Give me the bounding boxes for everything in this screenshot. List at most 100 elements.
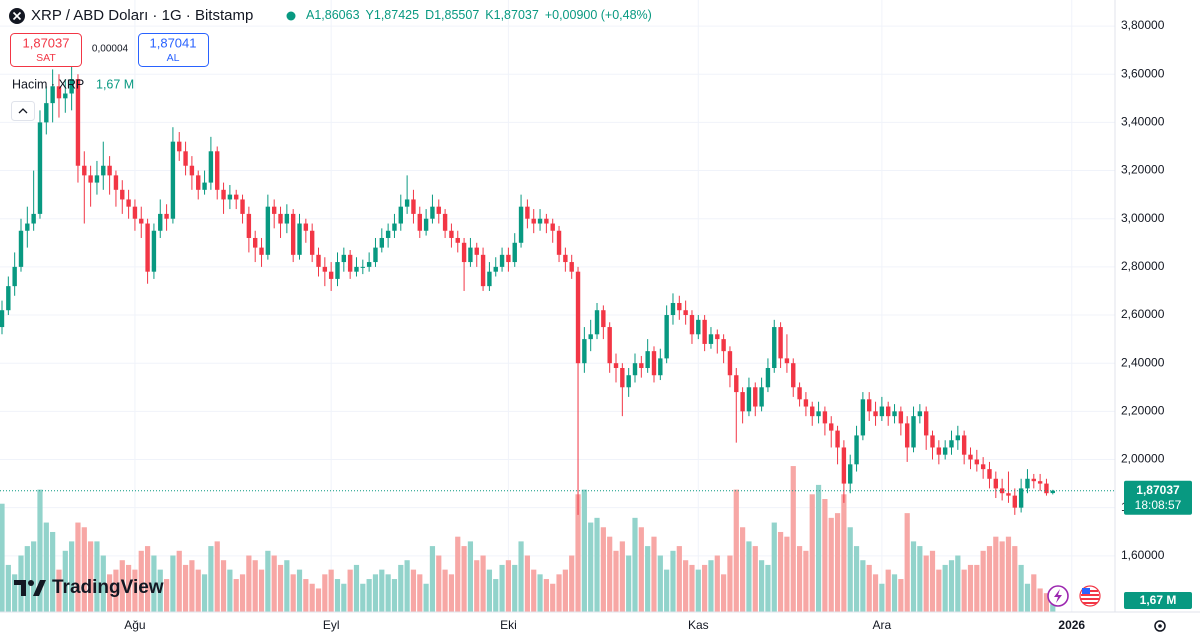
- candle-body: [949, 440, 954, 448]
- volume-bar: [75, 522, 81, 612]
- candle-body: [1025, 478, 1030, 489]
- y-tick-label: 3,20000: [1121, 163, 1165, 177]
- candle-body: [537, 218, 543, 224]
- volume-bar: [423, 583, 429, 612]
- candle-body: [480, 254, 486, 287]
- candle-body: [436, 206, 441, 214]
- volume-bar: [847, 527, 853, 612]
- volume-bar: [290, 574, 296, 612]
- volume-bar: [790, 466, 796, 612]
- volume-bar: [429, 546, 436, 612]
- sell-button[interactable]: [10, 33, 82, 67]
- candle-body: [531, 218, 536, 224]
- logo-mark: [33, 580, 46, 596]
- volume-bar: [543, 579, 549, 612]
- volume-bar: [341, 583, 347, 612]
- volume-bar: [607, 536, 613, 612]
- volume-bar: [771, 522, 777, 612]
- collapse-button[interactable]: [11, 101, 35, 121]
- bottom-icons: [1047, 585, 1166, 632]
- volume-bar: [486, 569, 493, 612]
- volume-bar: [961, 569, 967, 612]
- candle-body: [25, 223, 30, 231]
- volume-bar: [809, 494, 815, 612]
- volume-bar: [379, 569, 385, 612]
- candle-body: [240, 199, 245, 214]
- volume-bar: [853, 546, 860, 612]
- candle-body: [683, 310, 688, 316]
- volume-bar: [56, 569, 62, 612]
- volume-bar: [455, 536, 461, 612]
- candle-body: [854, 435, 859, 465]
- candle-body: [873, 411, 878, 417]
- symbol-title[interactable]: XRP / ABD Doları · 1G · Bitstamp: [31, 7, 253, 24]
- volume-bar: [670, 550, 676, 612]
- candle-body: [12, 266, 17, 287]
- candle-body: [322, 266, 328, 272]
- volume-bar: [138, 550, 144, 612]
- ohlc-change: +0,00900 (+0,48%): [545, 8, 652, 22]
- volume-bar: [12, 574, 18, 612]
- candle-body: [664, 315, 669, 359]
- volume-bar: [1005, 536, 1012, 612]
- candle-body: [968, 454, 973, 460]
- x-tick-label: Eyl: [323, 618, 340, 632]
- spread: 0,00004: [92, 44, 129, 55]
- candle-body: [215, 151, 220, 190]
- candle-body: [626, 375, 631, 388]
- candle-body: [810, 406, 815, 417]
- candle-body: [347, 254, 353, 272]
- volume-bar: [936, 569, 942, 612]
- candle-body: [271, 206, 277, 214]
- sell-label: SAT: [36, 52, 56, 64]
- alert-glyph: [1054, 589, 1062, 603]
- candle-body: [904, 423, 910, 448]
- volume-bar: [410, 569, 417, 612]
- volume-bar: [480, 555, 486, 612]
- candle-body: [594, 310, 600, 335]
- volume-bar: [1043, 593, 1050, 612]
- ohlc-key: D: [425, 8, 434, 22]
- candle-body: [113, 175, 119, 190]
- volume-bar: [872, 574, 879, 612]
- volume-bar: [315, 588, 322, 612]
- candle-body: [721, 339, 726, 352]
- volume-bar: [841, 494, 847, 612]
- candle-body: [778, 327, 783, 359]
- volume-bar: [917, 546, 923, 612]
- candle-body: [411, 199, 416, 214]
- candle-body: [398, 206, 403, 224]
- volume-bar: [151, 555, 157, 612]
- candle-body: [1018, 488, 1024, 508]
- volume-bar: [258, 569, 265, 612]
- volume-bar: [100, 555, 106, 612]
- candle-body: [101, 165, 106, 176]
- volume-bar: [94, 541, 100, 612]
- volume-bar: [309, 583, 315, 612]
- volume-bar: [385, 574, 391, 612]
- candle-body: [82, 165, 87, 176]
- candle-body: [696, 319, 701, 335]
- volume-bar: [664, 569, 670, 612]
- volume-bar: [271, 555, 277, 612]
- settings-icon[interactable]: [1154, 620, 1166, 632]
- candle-body: [158, 213, 163, 231]
- candle-body: [955, 435, 961, 441]
- candle-body: [525, 206, 530, 219]
- candle-body: [702, 319, 707, 344]
- candle-body: [753, 387, 758, 407]
- candle-body: [442, 213, 448, 231]
- volume-bar: [233, 579, 239, 612]
- candle-body: [506, 254, 511, 263]
- volume-bar: [404, 560, 410, 612]
- volume-bar: [537, 574, 543, 612]
- volume-bar: [708, 560, 714, 612]
- candle-body: [620, 368, 625, 388]
- buy-button[interactable]: [138, 33, 209, 67]
- logo-mark: [14, 580, 26, 596]
- volume-bar: [613, 550, 619, 612]
- tradingview-logo[interactable]: TradingView: [14, 577, 164, 598]
- market-status-dot[interactable]: [286, 11, 296, 21]
- candle-body: [56, 86, 62, 99]
- ohlc-key: A: [306, 8, 315, 22]
